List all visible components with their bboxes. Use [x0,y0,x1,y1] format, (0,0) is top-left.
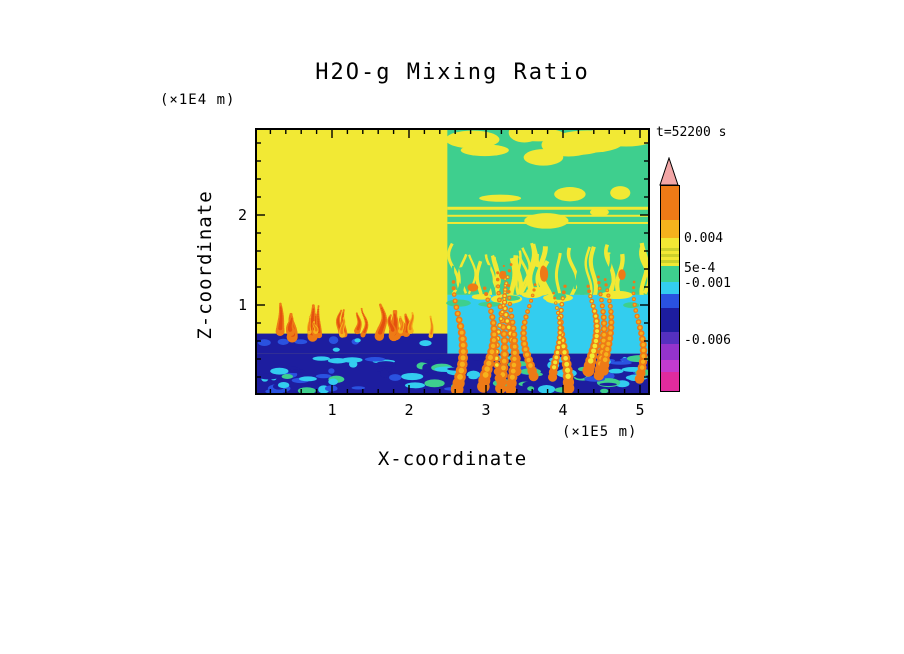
colorbar-segment [661,332,679,344]
colorbar-tick-label: -0.001 [684,276,731,291]
colorbar-segment [661,257,679,260]
x-tick-label: 1 [327,401,337,419]
plot-area [255,128,650,395]
colorbar-segment [661,238,679,248]
colorbar-segment [661,360,679,372]
colorbar-arrow-icon [659,157,679,186]
x-axis-units-label: (×1E5 m) [562,424,638,440]
colorbar-segment [661,372,679,391]
colorbar-segment [661,266,679,282]
colorbar-segment [661,263,679,266]
colorbar-segment [661,186,679,220]
x-axis-title: X-coordinate [377,448,528,470]
x-tick-label: 5 [635,401,645,419]
y-tick-label: 2 [237,206,247,224]
x-tick-label: 4 [558,401,568,419]
colorbar-segment [661,260,679,263]
y-axis-units-label: (×1E4 m) [160,92,236,108]
colorbar-segment [661,344,679,360]
colorbar-segment [661,294,679,308]
colorbar-tick-label: 0.004 [684,231,724,246]
colorbar [660,185,680,392]
colorbar-segment [661,220,679,238]
x-tick-label: 2 [404,401,414,419]
colorbar-segment [661,282,679,294]
heatmap-canvas [255,128,650,395]
colorbar-segment [661,251,679,254]
colorbar-segment [661,254,679,257]
time-label: t=52200 s [656,125,727,140]
colorbar-tick-label: 5e-4 [684,261,716,276]
y-tick-label: 1 [237,296,247,314]
y-axis-title: Z-coordinate [194,190,216,340]
x-tick-label: 3 [481,401,491,419]
chart-title: H2O-g Mixing Ratio [315,60,590,85]
colorbar-segment [661,308,679,332]
colorbar-segment [661,248,679,251]
colorbar-tick-label: -0.006 [684,333,731,348]
